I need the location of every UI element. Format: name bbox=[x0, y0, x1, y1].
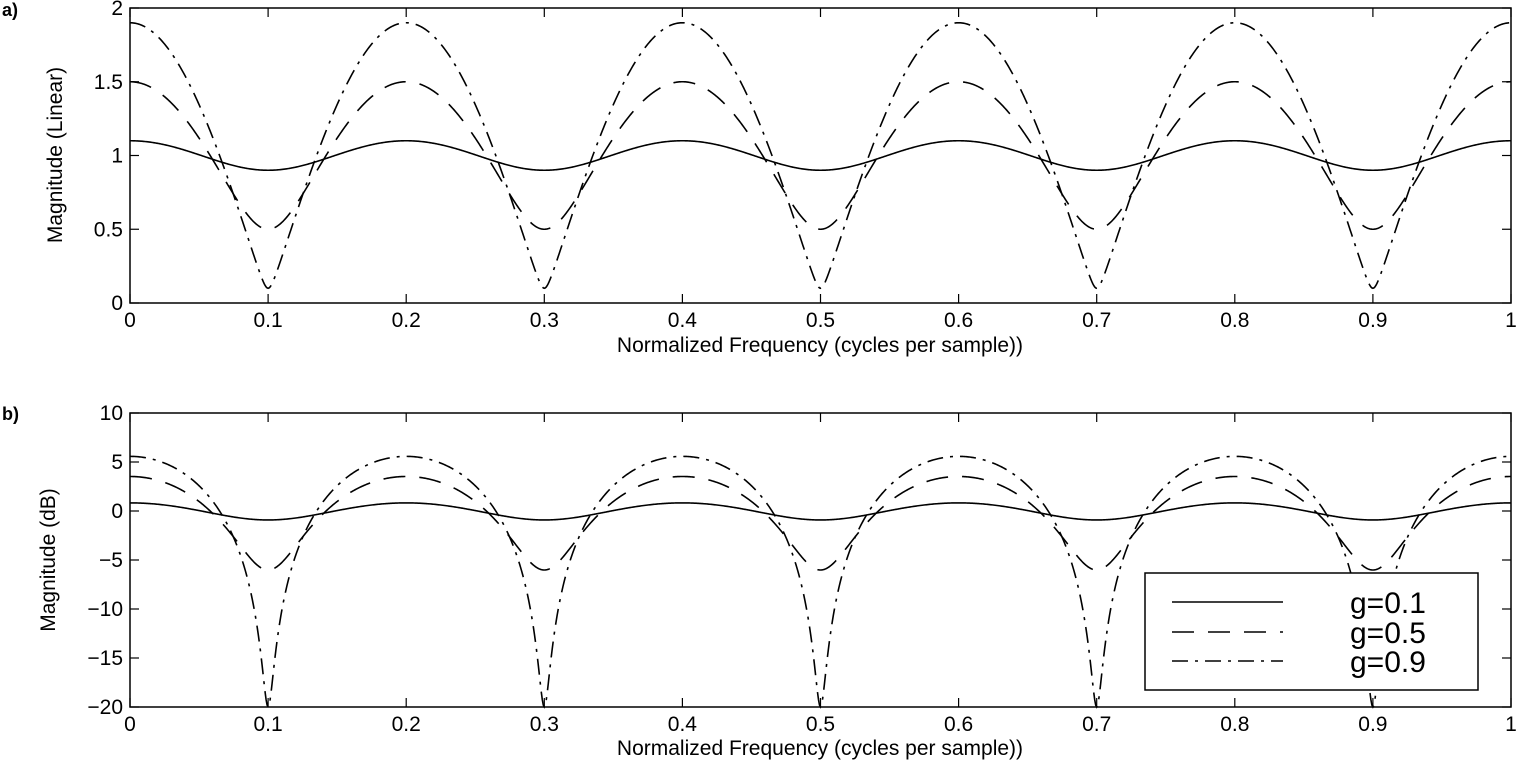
x-tick-label: 0.8 bbox=[1220, 309, 1249, 332]
series-group-b bbox=[129, 455, 1512, 709]
series-line-g-05 bbox=[130, 475, 1511, 571]
y-tick-label: −5 bbox=[99, 549, 123, 572]
x-tick-label: 0.5 bbox=[806, 309, 835, 332]
y-tick-label: 10 bbox=[100, 402, 123, 425]
x-tick-label: 0.8 bbox=[1220, 713, 1249, 736]
x-tick-label: 1 bbox=[1505, 713, 1516, 736]
y-tick-label: 1 bbox=[111, 145, 123, 168]
x-axis-label-b: Normalized Frequency (cycles per sample)… bbox=[617, 737, 1023, 760]
x-tick-label: 0.4 bbox=[668, 713, 698, 736]
x-tick-label: 0.6 bbox=[944, 713, 973, 736]
x-axis-label-a: Normalized Frequency (cycles per sample)… bbox=[617, 334, 1023, 357]
y-ticks-a: 0 0.5 1 1.5 2 bbox=[94, 0, 1511, 315]
x-tick-label: 0.3 bbox=[530, 309, 559, 332]
legend-label-g01: g=0.1 bbox=[1350, 587, 1426, 620]
panel-tag-a: a) bbox=[2, 0, 18, 20]
y-tick-label: 0 bbox=[111, 292, 123, 315]
x-tick-label: 0.3 bbox=[530, 713, 559, 736]
x-tick-label: 0.4 bbox=[668, 309, 698, 332]
legend-label-g05: g=0.5 bbox=[1350, 617, 1426, 650]
x-tick-label: 0.9 bbox=[1358, 713, 1387, 736]
panel-b: b) 0 0.1 0.2 0.3 0.4 0.5 0.6 0.7 0.8 0.9 1 −20−15−… bbox=[2, 402, 1516, 760]
y-tick-label: 5 bbox=[111, 451, 123, 474]
x-tick-label: 1 bbox=[1505, 309, 1516, 332]
x-tick-label: 0.1 bbox=[253, 309, 282, 332]
x-tick-label: 0.9 bbox=[1358, 309, 1387, 332]
x-tick-label: 0.7 bbox=[1082, 713, 1111, 736]
y-tick-label: −20 bbox=[87, 696, 123, 719]
y-tick-label: 0 bbox=[111, 500, 123, 523]
x-tick-label: 0 bbox=[124, 713, 136, 736]
y-tick-label: −10 bbox=[87, 598, 123, 621]
legend: g=0.1 g=0.5 g=0.9 bbox=[1144, 572, 1479, 691]
series-line-g-01 bbox=[130, 502, 1511, 521]
panel-a: a) 0 0.1 0.2 0.3 0.4 0.5 0.6 0.7 0.8 0.9 1 0 0.5 1 1.… bbox=[2, 0, 1516, 357]
series-group-a bbox=[129, 21, 1512, 290]
series-line-g-09 bbox=[129, 455, 1512, 709]
x-ticks-a: 0 0.1 0.2 0.3 0.4 0.5 0.6 0.7 0.8 0.9 1 bbox=[124, 8, 1516, 332]
x-tick-label: 0 bbox=[124, 309, 136, 332]
y-tick-label: 1.5 bbox=[94, 71, 123, 94]
x-tick-label: 0.6 bbox=[944, 309, 973, 332]
y-tick-label: 0.5 bbox=[94, 218, 123, 241]
x-tick-label: 0.5 bbox=[806, 713, 835, 736]
series-line-g-05 bbox=[129, 80, 1512, 231]
y-ticks-b: −20 −15 −10 −5 0 5 10 bbox=[87, 402, 1511, 719]
y-axis-label-a: Magnitude (Linear) bbox=[44, 67, 67, 243]
legend-label-g09: g=0.9 bbox=[1350, 646, 1426, 679]
series-line-g-09 bbox=[129, 21, 1512, 290]
x-tick-label: 0.2 bbox=[392, 713, 421, 736]
y-tick-label: −15 bbox=[87, 647, 123, 670]
y-tick-label: 2 bbox=[111, 0, 123, 20]
x-tick-label: 0.2 bbox=[392, 309, 421, 332]
panel-tag-b: b) bbox=[2, 404, 19, 424]
x-ticks-b: 0 0.1 0.2 0.3 0.4 0.5 0.6 0.7 0.8 0.9 1 bbox=[124, 413, 1516, 736]
y-axis-label-b: Magnitude (dB) bbox=[37, 488, 60, 632]
x-tick-label: 0.1 bbox=[253, 713, 282, 736]
x-tick-label: 0.7 bbox=[1082, 309, 1111, 332]
series-line-g-01 bbox=[130, 139, 1511, 172]
legend-box bbox=[1144, 572, 1479, 691]
